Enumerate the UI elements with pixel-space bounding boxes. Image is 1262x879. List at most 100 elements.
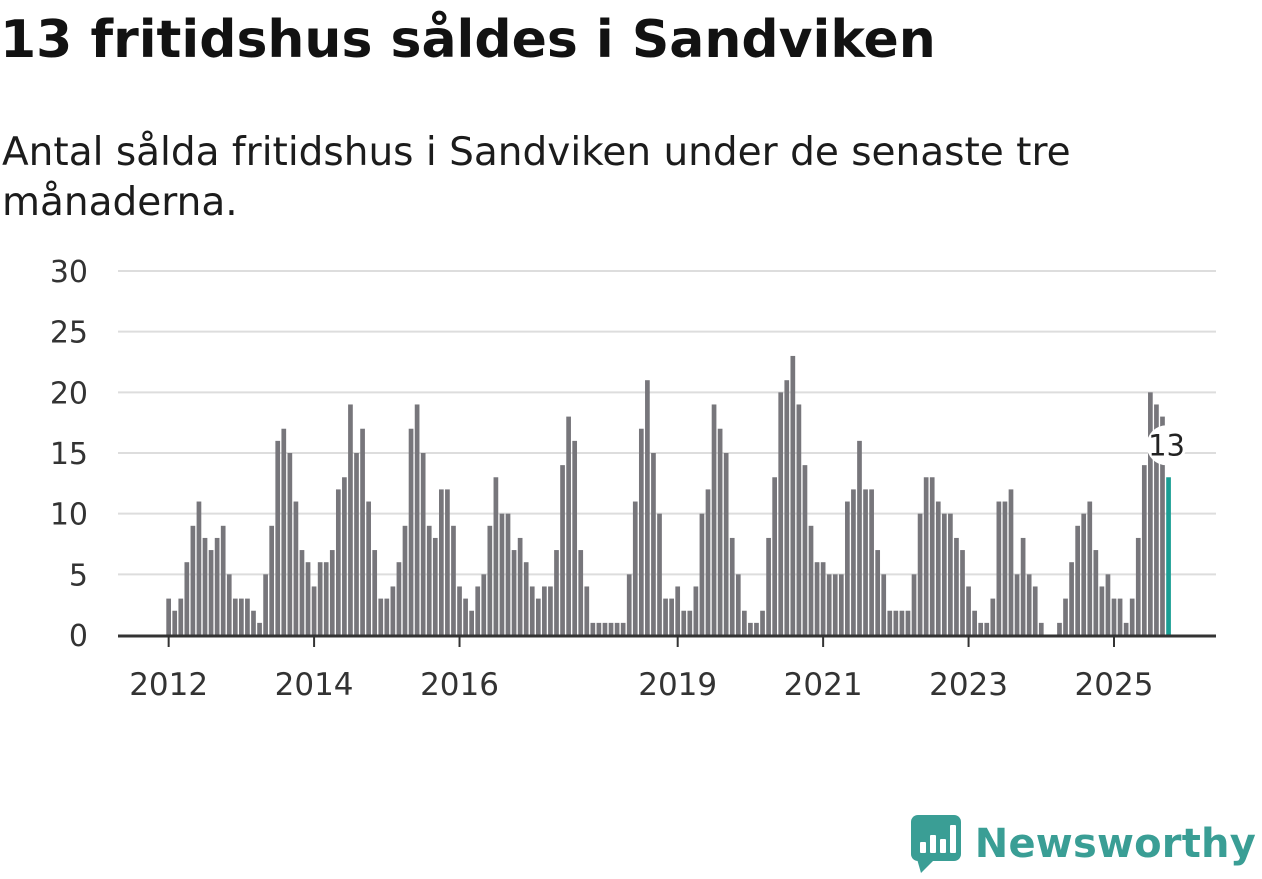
bar (802, 465, 808, 635)
bar (729, 537, 735, 635)
bar (439, 489, 444, 635)
bar (293, 501, 299, 635)
grid-lines (118, 270, 1216, 576)
y-tick-label: 25 (50, 316, 88, 351)
bar (220, 525, 226, 635)
bar (202, 537, 208, 635)
bar (451, 525, 456, 635)
bar (208, 550, 214, 635)
bar (1014, 574, 1020, 635)
bar (681, 610, 687, 635)
bar (535, 598, 541, 635)
bar (463, 598, 468, 635)
bar (790, 355, 796, 635)
bar-chart-speech-bubble-icon (910, 815, 961, 873)
chart-title: 13 fritidshus såldes i Sandviken (0, 10, 936, 70)
bar (808, 525, 814, 635)
bar (778, 392, 784, 635)
bar (687, 610, 693, 635)
bar (378, 598, 384, 635)
bar (693, 586, 699, 635)
bar (432, 537, 438, 635)
bar (960, 550, 965, 635)
bar (263, 574, 268, 635)
bar (1008, 489, 1014, 635)
y-tick-label: 0 (69, 619, 88, 654)
value-annotation: 13 (1146, 425, 1187, 466)
bar (590, 622, 596, 635)
bar (511, 550, 517, 635)
bar (748, 622, 753, 635)
bar (426, 525, 432, 635)
bar (1160, 416, 1165, 635)
bar (863, 489, 868, 635)
bar (1063, 598, 1068, 635)
bar (184, 562, 190, 635)
bar (735, 574, 741, 635)
brand-name: Newsworthy (974, 821, 1256, 867)
bar (1087, 501, 1093, 635)
bar (1129, 598, 1135, 635)
y-tick-label: 15 (50, 437, 88, 472)
bar (651, 453, 656, 635)
bar (420, 453, 426, 635)
bar (845, 501, 850, 635)
bar (990, 598, 996, 635)
bar (239, 598, 244, 635)
bar (796, 404, 802, 635)
bar (493, 477, 499, 635)
x-tick-label: 2019 (638, 667, 717, 703)
y-tick-label: 30 (50, 255, 88, 290)
bar (941, 513, 947, 635)
bar (1111, 598, 1117, 635)
bar (529, 586, 535, 635)
bar (1141, 465, 1147, 635)
bar (372, 550, 378, 635)
bar (887, 610, 893, 635)
bar (214, 537, 220, 635)
y-axis-ticks: 0 5 10 15 20 25 30 (50, 255, 88, 654)
bar (711, 404, 717, 635)
bar (487, 525, 493, 635)
x-tick-label: 2021 (784, 667, 863, 703)
bar (875, 550, 881, 635)
bar (1020, 537, 1026, 635)
bar (978, 622, 984, 635)
bar (517, 537, 523, 635)
x-tick-label: 2023 (929, 667, 1008, 703)
bar (323, 562, 329, 635)
bar (396, 562, 402, 635)
bar (384, 598, 390, 635)
bar (663, 598, 668, 635)
bar (742, 610, 747, 635)
bar (172, 610, 178, 635)
bar (584, 586, 590, 635)
bar (1081, 513, 1087, 635)
x-tick-label: 2016 (420, 667, 499, 703)
bar (620, 622, 626, 635)
x-tick-label: 2025 (1075, 667, 1154, 703)
bar (596, 622, 602, 635)
bar (317, 562, 323, 635)
bar (614, 622, 620, 635)
bar (1148, 392, 1153, 635)
bar (178, 598, 184, 635)
bar (984, 622, 990, 635)
bar (881, 574, 887, 635)
bar (826, 574, 832, 635)
y-tick-label: 10 (50, 498, 88, 533)
bar (554, 550, 559, 635)
bar (1026, 574, 1032, 635)
bar (645, 380, 650, 635)
bar (1075, 525, 1080, 635)
bar (311, 586, 317, 635)
bar (402, 525, 408, 635)
bar (329, 550, 335, 635)
bar (760, 610, 765, 635)
y-tick-label: 20 (50, 376, 88, 411)
bar (542, 586, 547, 635)
bar (723, 453, 729, 635)
bar (1099, 586, 1105, 635)
bar (578, 550, 584, 635)
